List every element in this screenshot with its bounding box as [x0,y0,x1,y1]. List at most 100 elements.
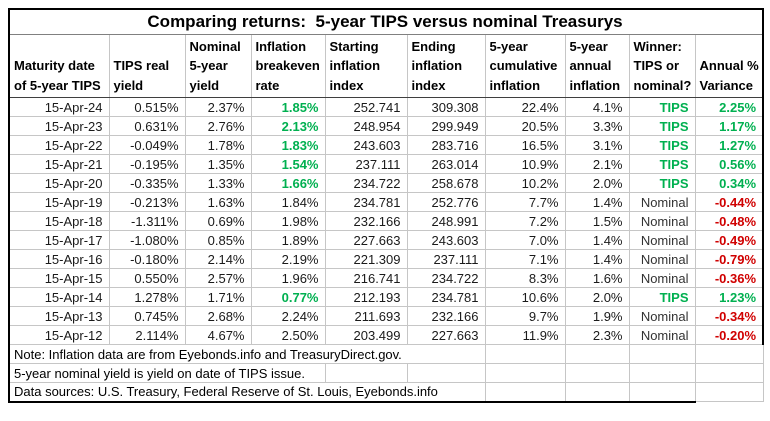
cell-date: 15-Apr-17 [8,230,110,250]
cell-variance: 1.23% [694,287,765,307]
cell-ending-index: 248.991 [406,211,486,231]
empty-cell [484,382,566,403]
cell-variance: 0.56% [694,154,765,174]
cell-real-yield: -0.213% [108,192,186,212]
cell-winner: TIPS [628,173,696,193]
header-starting_index: Starting inflation index [324,33,408,98]
empty-cell [694,344,764,364]
header-cumulative_inflation: 5-year cumulative inflation [484,33,566,98]
cell-ending-index: 227.663 [406,325,486,345]
cell-annual-inflation: 2.1% [564,154,630,174]
cell-variance: -0.79% [694,249,765,269]
empty-cell [324,363,408,383]
note-text: Note: Inflation data are from Eyebonds.i… [8,344,486,364]
cell-starting-index: 243.603 [324,135,408,155]
cell-nominal-yield: 2.37% [184,97,252,117]
header-variance: Annual % Variance [694,33,765,98]
empty-cell [628,344,696,364]
cell-cumulative-inflation: 22.4% [484,97,566,117]
cell-starting-index: 211.693 [324,306,408,326]
cell-winner: TIPS [628,154,696,174]
cell-breakeven: 1.83% [250,135,326,155]
cell-annual-inflation: 1.9% [564,306,630,326]
cell-cumulative-inflation: 8.3% [484,268,566,288]
table-row: 15-Apr-15 0.550% 2.57% 1.96% 216.741 234.722 8… [8,268,765,288]
table-row: 15-Apr-17 -1.080% 0.85% 1.89% 227.663 243.603… [8,230,765,250]
cell-nominal-yield: 1.63% [184,192,252,212]
cell-real-yield: 1.278% [108,287,186,307]
cell-real-yield: -0.180% [108,249,186,269]
cell-annual-inflation: 1.4% [564,192,630,212]
header-date: Maturity date of 5-year TIPS [8,33,110,98]
cell-cumulative-inflation: 7.2% [484,211,566,231]
cell-winner: Nominal [628,230,696,250]
table-row: 15-Apr-19 -0.213% 1.63% 1.84% 234.781 252.776… [8,192,765,212]
note-row: Data sources: U.S. Treasury, Federal Res… [8,382,764,403]
cell-annual-inflation: 3.3% [564,116,630,136]
cell-variance: -0.36% [694,268,765,288]
cell-winner: TIPS [628,97,696,117]
footnotes: Note: Inflation data are from Eyebonds.i… [8,344,764,403]
cell-date: 15-Apr-13 [8,306,110,326]
cell-breakeven: 2.19% [250,249,326,269]
cell-real-yield: -1.080% [108,230,186,250]
cell-winner: Nominal [628,306,696,326]
cell-variance: 2.25% [694,97,765,117]
cell-real-yield: -0.335% [108,173,186,193]
cell-starting-index: 216.741 [324,268,408,288]
cell-nominal-yield: 0.85% [184,230,252,250]
cell-nominal-yield: 2.68% [184,306,252,326]
empty-cell [628,363,696,383]
cell-cumulative-inflation: 7.0% [484,230,566,250]
cell-ending-index: 252.776 [406,192,486,212]
cell-starting-index: 227.663 [324,230,408,250]
cell-nominal-yield: 1.78% [184,135,252,155]
empty-cell [484,344,566,364]
table-row: 15-Apr-18 -1.311% 0.69% 1.98% 232.166 248.991… [8,211,765,231]
cell-cumulative-inflation: 9.7% [484,306,566,326]
cell-ending-index: 234.722 [406,268,486,288]
cell-breakeven: 2.13% [250,116,326,136]
cell-ending-index: 237.111 [406,249,486,269]
empty-cell [628,382,696,403]
cell-breakeven: 1.89% [250,230,326,250]
cell-winner: Nominal [628,192,696,212]
table-title: Comparing returns: 5-year TIPS versus no… [7,8,765,35]
cell-real-yield: 0.631% [108,116,186,136]
cell-breakeven: 2.50% [250,325,326,345]
cell-date: 15-Apr-19 [8,192,110,212]
cell-variance: -0.44% [694,192,765,212]
table-row: 15-Apr-20 -0.335% 1.33% 1.66% 234.722 258.678… [8,173,765,193]
cell-date: 15-Apr-23 [8,116,110,136]
cell-annual-inflation: 1.4% [564,249,630,269]
cell-winner: TIPS [628,287,696,307]
table-row: 15-Apr-12 2.114% 4.67% 2.50% 203.499 227.663 1… [8,325,765,345]
cell-breakeven: 2.24% [250,306,326,326]
cell-cumulative-inflation: 10.9% [484,154,566,174]
cell-cumulative-inflation: 20.5% [484,116,566,136]
cell-nominal-yield: 0.69% [184,211,252,231]
cell-real-yield: -1.311% [108,211,186,231]
cell-date: 15-Apr-12 [8,325,110,345]
cell-date: 15-Apr-14 [8,287,110,307]
empty-cell [406,363,486,383]
cell-starting-index: 212.193 [324,287,408,307]
cell-winner: Nominal [628,211,696,231]
cell-starting-index: 237.111 [324,154,408,174]
cell-ending-index: 263.014 [406,154,486,174]
table-row: 15-Apr-21 -0.195% 1.35% 1.54% 237.111 263.014… [8,154,765,174]
header-annual_inflation: 5-year annual inflation [564,33,630,98]
cell-real-yield: 0.515% [108,97,186,117]
cell-date: 15-Apr-18 [8,211,110,231]
cell-ending-index: 283.716 [406,135,486,155]
cell-winner: Nominal [628,268,696,288]
cell-variance: 1.27% [694,135,765,155]
header-breakeven: Inflation breakeven rate [250,33,326,98]
note-text: 5-year nominal yield is yield on date of… [8,363,326,383]
header-real_yield: TIPS real yield [108,33,186,98]
empty-cell [694,363,764,383]
cell-date: 15-Apr-24 [8,97,110,117]
cell-nominal-yield: 2.76% [184,116,252,136]
header-winner: Winner: TIPS or nominal? [628,33,696,98]
cell-nominal-yield: 2.14% [184,249,252,269]
